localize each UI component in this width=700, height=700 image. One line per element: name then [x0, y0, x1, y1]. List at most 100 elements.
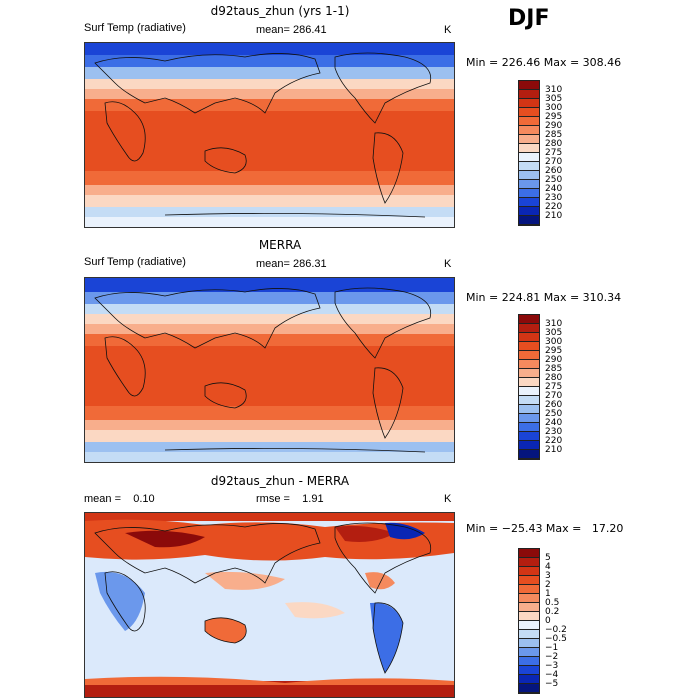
colorbar-swatch [519, 684, 539, 693]
colorbar-swatch [519, 414, 539, 423]
colorbar-label: 220 [545, 435, 563, 446]
colorbar-swatch [519, 612, 539, 621]
colorbar-swatch [519, 324, 539, 333]
colorbar-label: −4 [545, 669, 559, 680]
colorbar-label: −1 [545, 642, 559, 653]
colorbar-label: 240 [545, 183, 563, 194]
colorbar-swatch [519, 549, 539, 558]
colorbar-swatch [519, 135, 539, 144]
colorbar-label: 210 [545, 210, 563, 221]
colorbar-swatch [519, 396, 539, 405]
colorbar-label: 285 [545, 129, 563, 140]
panel1-colorbar: 310 305 300 295 290 285 280 275 270 260 250 240 230 2… [518, 80, 562, 226]
panel2-colorbar: 310 305 300 295 290 285 280 275 270 260 250 240 230 2… [518, 314, 562, 460]
colorbar-label: 260 [545, 399, 563, 410]
colorbar-swatch [519, 432, 539, 441]
colorbar-swatch [519, 657, 539, 666]
panel2-units: K [444, 258, 452, 270]
colorbar-label: 4 [545, 561, 551, 572]
colorbar-label: 2 [545, 579, 551, 590]
panel3-title: d92taus_zhun - MERRA [210, 474, 350, 488]
panel1-map [84, 42, 455, 228]
colorbar-label: 1 [545, 588, 551, 599]
colorbar-label: 210 [545, 444, 563, 455]
panel2-title: MERRA [258, 238, 302, 252]
colorbar-swatch [519, 144, 539, 153]
colorbar-swatch [519, 405, 539, 414]
colorbar-swatch [519, 630, 539, 639]
colorbar-swatch [519, 369, 539, 378]
colorbar-swatch [519, 567, 539, 576]
colorbar-label: −0.5 [545, 633, 567, 644]
colorbar-swatch [519, 576, 539, 585]
panel3-map [84, 512, 455, 698]
colorbar-label: 5 [545, 552, 551, 563]
colorbar-swatch [519, 441, 539, 450]
colorbar-swatch [519, 351, 539, 360]
colorbar-swatch [519, 558, 539, 567]
panel3-colorbar: 5 4 3 2 1 0.5 0.2 0 −0.2 −0.5 −1 −2 −3 −4 −5 [518, 548, 567, 694]
season-label: DJF [508, 6, 550, 31]
colorbar-swatch [519, 180, 539, 189]
colorbar-swatch [519, 360, 539, 369]
colorbar-label: 3 [545, 570, 551, 581]
colorbar-label: 240 [545, 417, 563, 428]
panel3-minmax: Min = −25.43 Max = 17.20 [466, 522, 624, 535]
colorbar-label: 270 [545, 390, 563, 401]
colorbar-label: 250 [545, 408, 563, 419]
colorbar-label: 300 [545, 336, 563, 347]
panel1-units: K [444, 24, 452, 36]
colorbar-label: 270 [545, 156, 563, 167]
colorbar-swatch [519, 198, 539, 207]
colorbar-label: 295 [545, 111, 563, 122]
panel2-temperature-field [85, 278, 454, 462]
colorbar-label: 220 [545, 201, 563, 212]
colorbar-label: 260 [545, 165, 563, 176]
colorbar-label: 295 [545, 345, 563, 356]
colorbar-label: 0.2 [545, 606, 560, 617]
colorbar-label: 310 [545, 318, 563, 329]
colorbar-swatch [519, 648, 539, 657]
colorbar-label: 310 [545, 84, 563, 95]
panel3-rmse: rmse = 1.91 [256, 493, 324, 505]
panel2-mean: mean= 286.31 [256, 258, 327, 270]
panel2-minmax: Min = 224.81 Max = 310.34 [466, 291, 622, 304]
colorbar-swatch [519, 342, 539, 351]
panel1-minmax: Min = 226.46 Max = 308.46 [466, 56, 622, 69]
colorbar-swatch [519, 387, 539, 396]
colorbar-swatch [519, 99, 539, 108]
colorbar-label: 305 [545, 93, 563, 104]
colorbar-label: 285 [545, 363, 563, 374]
colorbar-swatch [519, 675, 539, 684]
colorbar-swatch [519, 216, 539, 225]
colorbar-swatch [519, 162, 539, 171]
panel2-variable: Surf Temp (radiative) [84, 256, 186, 268]
colorbar-swatch [519, 333, 539, 342]
colorbar-label: 0.5 [545, 597, 560, 608]
panel1-mean: mean= 286.41 [256, 24, 327, 36]
colorbar-swatch [519, 423, 539, 432]
colorbar-label: −5 [545, 678, 559, 689]
colorbar-swatch [519, 126, 539, 135]
colorbar-label: 230 [545, 426, 563, 437]
colorbar-swatch [519, 603, 539, 612]
colorbar-swatch [519, 207, 539, 216]
colorbar-swatch [519, 594, 539, 603]
colorbar-swatch [519, 585, 539, 594]
colorbar-label: −2 [545, 651, 559, 662]
colorbar-label: 290 [545, 120, 563, 131]
colorbar-label: 0 [545, 615, 551, 626]
colorbar-swatch [519, 153, 539, 162]
panel1-title: d92taus_zhun (yrs 1-1) [210, 4, 350, 18]
colorbar-label: 250 [545, 174, 563, 185]
colorbar-label: 275 [545, 381, 563, 392]
colorbar-swatch [519, 666, 539, 675]
panel3-difference-field [85, 513, 454, 697]
colorbar-swatch [519, 189, 539, 198]
colorbar-label: 300 [545, 102, 563, 113]
colorbar-label: −3 [545, 660, 559, 671]
panel1-temperature-field [85, 43, 454, 227]
panel3-mean: mean = 0.10 [84, 493, 155, 505]
colorbar-swatch [519, 621, 539, 630]
colorbar-swatch [519, 378, 539, 387]
